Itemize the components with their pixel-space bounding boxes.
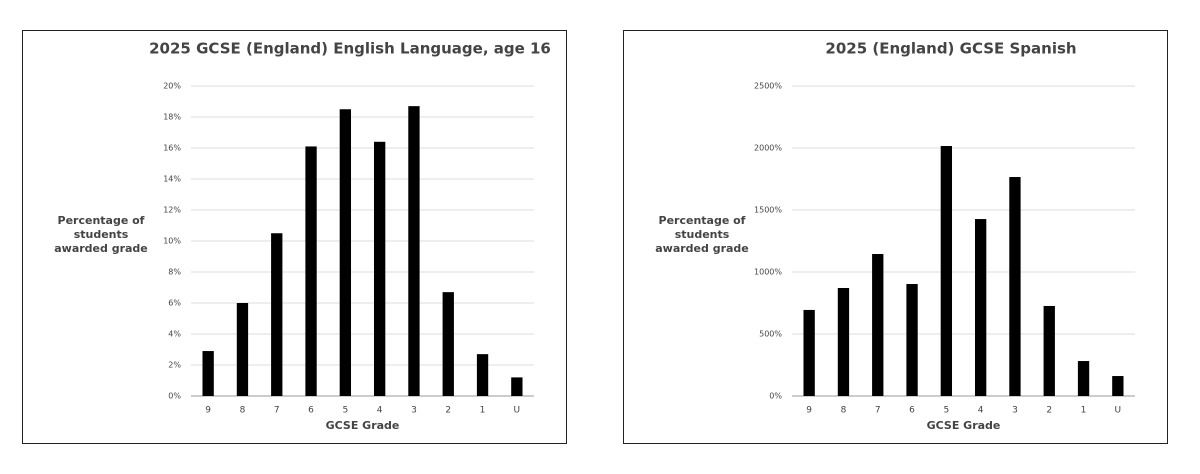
y-tick-label: 2000% bbox=[754, 144, 782, 153]
y-tick-label: 1000% bbox=[754, 268, 782, 277]
y-tick-label: 18% bbox=[163, 113, 181, 122]
x-tick-label: 5 bbox=[342, 406, 348, 416]
chart: 2025 GCSE (England) English Language, ag… bbox=[149, 40, 551, 433]
bar bbox=[442, 292, 454, 396]
x-tick-label: 1 bbox=[1081, 406, 1087, 416]
x-tick-label: U bbox=[514, 406, 521, 416]
x-tick-label: 8 bbox=[240, 406, 246, 416]
x-axis-title: GCSE Grade bbox=[927, 419, 1001, 432]
x-tick-label: 2 bbox=[445, 406, 451, 416]
bar bbox=[236, 303, 249, 396]
x-tick-label: U bbox=[1115, 406, 1122, 416]
x-tick-label: 2 bbox=[1046, 406, 1052, 416]
x-tick-label: 9 bbox=[806, 406, 812, 416]
chart-box: 2025 GCSE (England) English Language, ag… bbox=[22, 30, 567, 444]
x-axis-title: GCSE Grade bbox=[326, 419, 400, 432]
x-tick-label: 8 bbox=[841, 406, 847, 416]
y-tick-label: 2% bbox=[168, 361, 181, 370]
bar bbox=[305, 146, 317, 396]
y-tick-label: 500% bbox=[759, 330, 782, 339]
chart: 2025 (England) GCSE Spanish0%500%1000%15… bbox=[754, 40, 1135, 432]
bar bbox=[202, 351, 214, 396]
x-tick-label: 3 bbox=[1012, 406, 1018, 416]
y-tick-label: 12% bbox=[163, 206, 181, 215]
bar bbox=[803, 309, 815, 396]
bar bbox=[1043, 305, 1055, 396]
x-tick-label: 3 bbox=[411, 406, 417, 416]
bar bbox=[476, 354, 489, 396]
x-tick-label: 4 bbox=[377, 406, 383, 416]
y-tick-label: 10% bbox=[163, 237, 181, 246]
bar bbox=[373, 141, 386, 396]
y-tick-label: 2500% bbox=[754, 82, 782, 91]
bar bbox=[837, 287, 850, 396]
x-tick-label: 9 bbox=[205, 406, 211, 416]
y-tick-label: 8% bbox=[168, 268, 181, 277]
y-tick-label: 6% bbox=[168, 299, 181, 308]
x-tick-label: 6 bbox=[308, 406, 314, 416]
y-tick-label: 1500% bbox=[754, 206, 782, 215]
bar bbox=[511, 377, 523, 396]
chart-title: 2025 GCSE (England) English Language, ag… bbox=[149, 40, 551, 58]
chart-box: 2025 (England) GCSE Spanish 0% 500% 1000% 15… bbox=[623, 30, 1168, 444]
bar bbox=[1009, 177, 1021, 396]
x-tick-label: 7 bbox=[875, 406, 881, 416]
x-tick-label: 4 bbox=[978, 406, 984, 416]
x-tick-label: 7 bbox=[274, 406, 280, 416]
x-tick-label: 1 bbox=[480, 406, 486, 416]
bar bbox=[1077, 361, 1090, 396]
y-tick-label: 0% bbox=[769, 392, 782, 401]
bar bbox=[940, 146, 953, 396]
bar bbox=[974, 219, 987, 396]
y-axis-title: Percentage of students awarded grade bbox=[54, 214, 148, 255]
x-tick-label: 6 bbox=[909, 406, 915, 416]
bar bbox=[271, 233, 283, 396]
bar bbox=[906, 284, 918, 396]
bar bbox=[408, 106, 420, 397]
y-tick-label: 14% bbox=[163, 175, 181, 184]
y-tick-label: 4% bbox=[168, 330, 181, 339]
bar bbox=[872, 254, 884, 396]
y-tick-label: 16% bbox=[163, 144, 181, 153]
x-tick-label: 5 bbox=[943, 406, 949, 416]
y-axis-title: Percentage of students awarded grade bbox=[655, 214, 749, 255]
y-tick-label: 0% bbox=[168, 392, 181, 401]
y-tick-label: 20% bbox=[163, 82, 181, 91]
bar bbox=[1112, 376, 1124, 396]
bar bbox=[339, 109, 352, 396]
chart-title: 2025 (England) GCSE Spanish bbox=[825, 40, 1076, 58]
